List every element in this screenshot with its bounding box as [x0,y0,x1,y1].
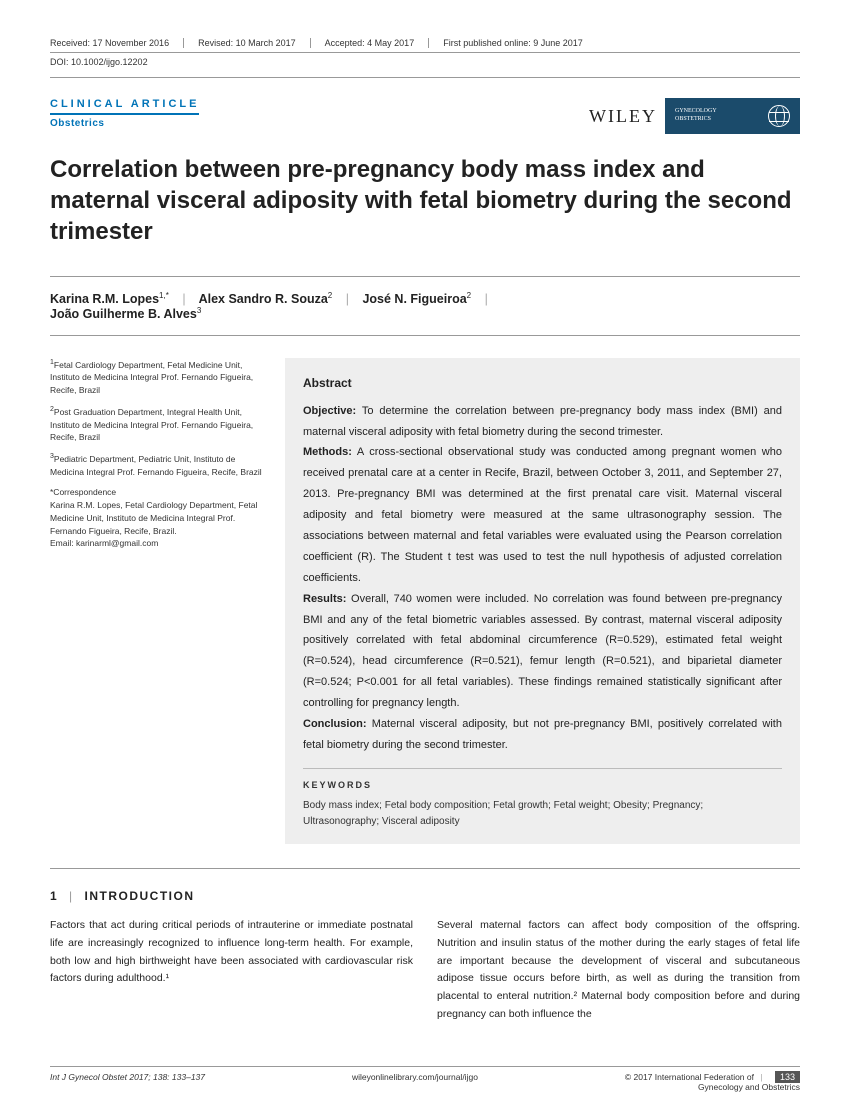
intro-col-1: Factors that act during critical periods… [50,917,413,1024]
results-text: Overall, 740 women were included. No cor… [303,593,782,709]
abstract-box: Abstract Objective: To determine the cor… [285,358,800,844]
article-type-row: CLINICAL ARTICLE Obstetrics WILEY GYNECO… [50,98,800,134]
doi: DOI: 10.1002/ijgo.12202 [50,53,800,78]
publisher-row: WILEY GYNECOLOGY OBSTETRICS [589,98,800,134]
keywords-label: KEYWORDS [303,777,782,794]
top-meta-bar: Received: 17 November 2016 Revised: 10 M… [50,38,800,53]
footer-citation: Int J Gynecol Obstet 2017; 138: 133–137 [50,1072,205,1082]
author-3: José N. Figueiroa [362,292,466,306]
affil-3: Pediatric Department, Pediatric Unit, In… [50,454,262,477]
affiliations-column: 1Fetal Cardiology Department, Fetal Medi… [50,358,265,844]
footer-copyright1: © 2017 International Federation of [625,1072,754,1082]
objective-label: Objective: [303,405,356,417]
affil-2: Post Graduation Department, Integral Hea… [50,407,253,443]
conclusion-text: Maternal visceral adiposity, but not pre… [303,718,782,751]
article-title: Correlation between pre-pregnancy body m… [50,154,800,248]
intro-col-2: Several maternal factors can affect body… [437,917,800,1024]
globe-icon [768,105,790,127]
objective-text: To determine the correlation between pre… [303,405,782,438]
abstract-heading: Abstract [303,372,782,395]
wiley-logo: WILEY [589,106,657,127]
results-label: Results: [303,593,346,605]
published-date: First published online: 9 June 2017 [429,38,597,48]
correspondence: Karina R.M. Lopes, Fetal Cardiology Depa… [50,500,257,536]
revised-date: Revised: 10 March 2017 [184,38,311,48]
section-heading: 1 | INTRODUCTION [50,889,800,903]
accepted-date: Accepted: 4 May 2017 [311,38,430,48]
subcategory: Obstetrics [50,118,199,129]
conclusion-label: Conclusion: [303,718,367,730]
affil-abstract-row: 1Fetal Cardiology Department, Fetal Medi… [50,358,800,844]
section-number: 1 [50,889,58,903]
footer-url: wileyonlinelibrary.com/journal/ijgo [352,1072,478,1082]
author-1: Karina R.M. Lopes [50,292,159,306]
journal-line2: OBSTETRICS [675,116,717,124]
authors-list: Karina R.M. Lopes1,* | Alex Sandro R. So… [50,276,800,336]
section-title: INTRODUCTION [85,889,195,903]
methods-label: Methods: [303,446,352,458]
page-footer: Int J Gynecol Obstet 2017; 138: 133–137 … [50,1066,800,1092]
journal-line1: GYNECOLOGY [675,108,717,116]
author-4: João Guilherme B. Alves [50,307,197,321]
author-2: Alex Sandro R. Souza [199,292,328,306]
footer-copyright2: Gynecology and Obstetrics [698,1082,800,1092]
received-date: Received: 17 November 2016 [50,38,184,48]
journal-badge: GYNECOLOGY OBSTETRICS [665,98,800,134]
methods-text: A cross-sectional observational study wa… [303,446,782,583]
article-type: CLINICAL ARTICLE [50,98,199,115]
intro-columns: Factors that act during critical periods… [50,917,800,1024]
correspondence-label: *Correspondence [50,487,116,497]
keywords: Body mass index; Fetal body composition;… [303,798,782,830]
affil-1: Fetal Cardiology Department, Fetal Medic… [50,360,253,396]
correspondence-email: Email: karinarml@gmail.com [50,538,158,548]
